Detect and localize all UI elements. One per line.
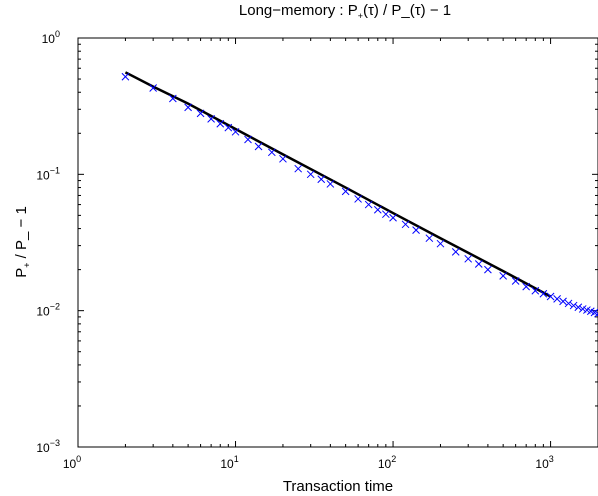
- data-point: [531, 286, 540, 295]
- plot-area: [77, 37, 598, 448]
- data-point: [436, 239, 445, 248]
- data-point: [559, 297, 567, 306]
- data-point: [196, 109, 205, 118]
- data-point: [317, 175, 326, 184]
- data-point: [168, 94, 177, 103]
- data-markers: [121, 72, 598, 318]
- x-tick-label: 101: [220, 454, 238, 471]
- y-axis-label: P+ / P_ − 1: [13, 206, 32, 278]
- x-tick-label: 103: [535, 454, 553, 471]
- data-point: [464, 254, 473, 263]
- data-point: [341, 187, 350, 196]
- y-axis-label-p: P: [13, 268, 30, 278]
- data-point: [326, 180, 335, 188]
- x-axis-label: Transaction time: [283, 478, 393, 495]
- x-tick-base: 10: [378, 457, 392, 471]
- x-tick-exp: 0: [76, 454, 81, 464]
- data-point: [522, 282, 531, 291]
- data-point: [254, 142, 263, 151]
- data-point: [364, 200, 373, 209]
- y-tick-base: 10: [36, 305, 50, 319]
- x-tick-exp: 3: [549, 454, 554, 464]
- data-point: [121, 72, 130, 81]
- y-tick-base: 10: [36, 168, 50, 182]
- data-point: [474, 260, 483, 268]
- data-point: [594, 309, 598, 318]
- chart-title-rest: (τ) / P_(τ) − 1: [363, 2, 451, 19]
- y-tick-exp: 0: [55, 29, 60, 39]
- data-point: [484, 265, 492, 274]
- data-point: [401, 220, 410, 229]
- data-point: [224, 123, 233, 132]
- data-point: [425, 234, 434, 243]
- data-point: [184, 103, 192, 112]
- data-point: [231, 127, 240, 136]
- x-tick-label: 100: [63, 454, 81, 471]
- data-point: [499, 272, 508, 280]
- y-tick-label: 10−1: [36, 165, 60, 182]
- y-tick-exp: −3: [50, 438, 60, 448]
- x-tick-base: 10: [220, 457, 234, 471]
- data-point: [294, 164, 303, 173]
- x-tick-base: 10: [535, 457, 549, 471]
- data-point: [511, 277, 520, 285]
- data-point: [412, 226, 420, 234]
- data-point: [354, 195, 362, 203]
- y-axis-label-sub: +: [22, 263, 32, 268]
- data-point: [149, 84, 158, 92]
- data-point: [564, 299, 573, 308]
- x-tick-base: 10: [63, 457, 77, 471]
- data-point: [244, 135, 252, 144]
- data-point: [451, 248, 460, 256]
- data-point: [306, 170, 315, 179]
- x-tick-exp: 1: [234, 454, 239, 464]
- data-point: [267, 148, 276, 157]
- data-point: [389, 213, 397, 222]
- data-point: [546, 292, 555, 301]
- y-tick-base: 10: [42, 32, 56, 46]
- x-ticks: 100 101 102 103: [63, 38, 598, 471]
- y-tick-label: 10−2: [36, 302, 60, 319]
- y-tick-label: 100: [42, 29, 60, 46]
- y-tick-exp: −2: [50, 302, 60, 312]
- data-point: [216, 119, 225, 128]
- x-tick-exp: 2: [391, 454, 396, 464]
- chart-title: Long−memory : P+(τ) / P_(τ) − 1: [239, 2, 451, 21]
- data-point: [574, 303, 583, 312]
- data-point: [381, 210, 390, 219]
- chart-title-sub: +: [358, 11, 363, 21]
- y-tick-base: 10: [36, 441, 50, 455]
- data-point: [553, 295, 561, 303]
- data-point: [539, 289, 548, 298]
- y-tick-exp: −1: [50, 165, 60, 175]
- data-point: [207, 115, 215, 123]
- chart-title-prefix: Long−memory : P: [239, 2, 358, 19]
- y-tick-label: 10−3: [36, 438, 60, 455]
- data-point: [569, 301, 578, 310]
- data-point: [279, 154, 287, 163]
- data-point: [373, 205, 382, 214]
- x-tick-label: 102: [378, 454, 396, 471]
- y-axis-label-rest: / P_ − 1: [13, 206, 30, 262]
